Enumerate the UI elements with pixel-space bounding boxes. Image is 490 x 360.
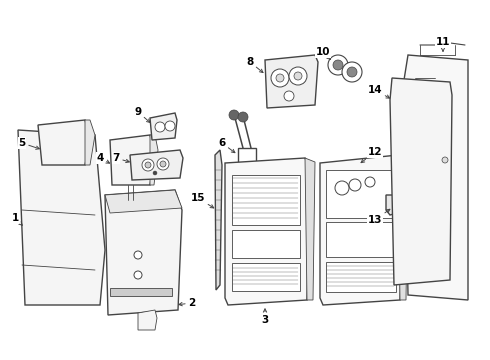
Polygon shape xyxy=(105,190,182,315)
Circle shape xyxy=(160,161,166,167)
Circle shape xyxy=(155,122,165,132)
Circle shape xyxy=(349,179,361,191)
Text: 6: 6 xyxy=(219,138,235,153)
Circle shape xyxy=(134,251,142,259)
Circle shape xyxy=(157,158,169,170)
Circle shape xyxy=(333,60,343,70)
Text: 4: 4 xyxy=(97,153,110,163)
Circle shape xyxy=(284,91,294,101)
Polygon shape xyxy=(105,190,182,213)
Polygon shape xyxy=(18,130,105,305)
Circle shape xyxy=(365,177,375,187)
Polygon shape xyxy=(110,135,155,185)
Circle shape xyxy=(229,110,239,120)
Circle shape xyxy=(145,162,151,168)
Circle shape xyxy=(294,72,302,80)
Bar xyxy=(232,175,300,225)
Circle shape xyxy=(165,121,175,131)
Text: 3: 3 xyxy=(261,309,269,325)
Circle shape xyxy=(271,69,289,87)
Circle shape xyxy=(153,171,157,175)
Circle shape xyxy=(442,157,448,163)
Bar xyxy=(238,148,256,170)
Text: 7: 7 xyxy=(112,153,129,163)
Polygon shape xyxy=(138,310,157,330)
Polygon shape xyxy=(404,55,468,300)
Polygon shape xyxy=(265,55,318,108)
Bar xyxy=(232,230,300,258)
Polygon shape xyxy=(225,158,310,305)
Bar xyxy=(110,288,172,296)
Polygon shape xyxy=(386,195,408,215)
Polygon shape xyxy=(390,78,452,285)
Bar xyxy=(326,262,396,292)
Text: 15: 15 xyxy=(191,193,214,208)
Polygon shape xyxy=(150,113,177,140)
Text: 1: 1 xyxy=(11,213,22,225)
Circle shape xyxy=(347,67,357,77)
Text: 14: 14 xyxy=(368,85,390,98)
Bar xyxy=(232,263,300,291)
Polygon shape xyxy=(85,120,95,165)
Polygon shape xyxy=(398,155,408,300)
Polygon shape xyxy=(38,120,90,165)
Polygon shape xyxy=(215,150,222,290)
Circle shape xyxy=(342,62,362,82)
Text: 12: 12 xyxy=(361,147,382,163)
Circle shape xyxy=(134,271,142,279)
Circle shape xyxy=(289,67,307,85)
Text: 9: 9 xyxy=(134,107,150,122)
Text: 10: 10 xyxy=(316,47,331,60)
Text: 5: 5 xyxy=(19,138,39,149)
Circle shape xyxy=(335,181,349,195)
Text: 8: 8 xyxy=(246,57,263,73)
Circle shape xyxy=(328,55,348,75)
Bar xyxy=(326,170,396,218)
Polygon shape xyxy=(320,155,403,305)
Text: 11: 11 xyxy=(436,37,450,51)
Circle shape xyxy=(142,159,154,171)
Polygon shape xyxy=(130,150,183,180)
Polygon shape xyxy=(305,158,315,300)
Text: 13: 13 xyxy=(368,209,390,225)
Circle shape xyxy=(238,112,248,122)
Circle shape xyxy=(276,74,284,82)
Text: 2: 2 xyxy=(179,298,196,308)
Bar xyxy=(326,222,396,257)
Polygon shape xyxy=(150,135,158,185)
